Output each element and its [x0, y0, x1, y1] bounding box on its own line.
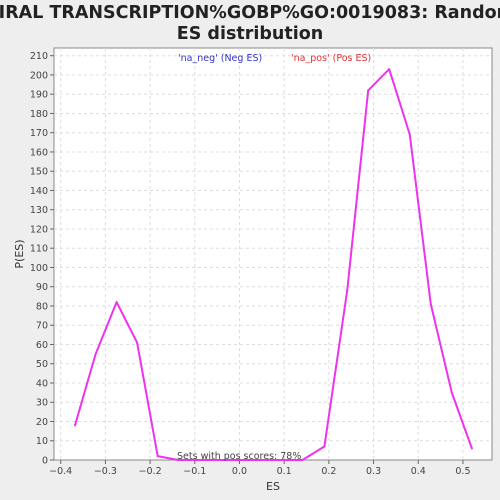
x-tick-label: 0.2: [321, 466, 336, 477]
es-point: [136, 341, 139, 344]
y-tick-label: 100: [30, 263, 48, 274]
es-point: [408, 133, 411, 136]
x-tick-label: 0.4: [411, 466, 426, 477]
x-axis-label: ES: [266, 480, 280, 493]
es-point: [156, 455, 159, 458]
y-tick-label: 30: [36, 398, 48, 409]
grid: [54, 48, 492, 460]
y-tick-label: 160: [30, 147, 48, 158]
y-tick-label: 180: [30, 109, 48, 120]
es-point: [259, 459, 262, 461]
es-point: [429, 303, 432, 306]
y-tick-label: 40: [36, 378, 48, 389]
y-tick-label: 10: [36, 436, 48, 447]
y-tick-label: 130: [30, 205, 48, 216]
es-distribution-line: [74, 68, 473, 461]
y-tick-label: 190: [30, 90, 48, 101]
chart-title-line1: VIRAL TRANSCRIPTION%GOBP%GO:0019083: Ran…: [0, 3, 500, 23]
es-point: [198, 459, 201, 461]
es-point: [388, 68, 391, 71]
x-tick-label: 0.1: [277, 466, 292, 477]
es-point: [218, 459, 221, 461]
x-tick-label: 0.5: [455, 466, 470, 477]
y-tick-label: 110: [30, 244, 48, 255]
legend-item-neg-es: 'na_neg' (Neg ES): [178, 53, 262, 64]
es-point: [280, 459, 283, 461]
x-tick-label: 0.0: [232, 466, 247, 477]
es-point: [239, 459, 242, 461]
y-tick-label: 170: [30, 128, 48, 139]
y-tick-label: 210: [30, 51, 48, 62]
x-tick-label: −0.2: [139, 466, 162, 477]
es-point: [470, 447, 473, 450]
es-point: [346, 289, 349, 292]
y-tick-label: 140: [30, 186, 48, 197]
y-tick-label: 60: [36, 340, 48, 351]
y-tick-label: 80: [36, 301, 48, 312]
pos-scores-annotation: Sets with pos scores: 78%: [177, 451, 301, 462]
y-tick-label: 150: [30, 167, 48, 178]
es-distribution-points: [74, 68, 473, 461]
y-tick-label: 70: [36, 321, 48, 332]
plot-area: [53, 47, 493, 461]
x-tick-label: −0.4: [49, 466, 72, 477]
y-tick-label: 200: [30, 70, 48, 81]
es-point: [323, 445, 326, 448]
y-tick-label: 50: [36, 359, 48, 370]
y-tick-label: 20: [36, 417, 48, 428]
es-point: [301, 459, 304, 461]
es-point: [115, 301, 118, 304]
x-tick-label: −0.3: [94, 466, 117, 477]
x-tick-label: −0.1: [183, 466, 206, 477]
y-axis-label: P(ES): [13, 239, 26, 268]
es-point: [94, 353, 97, 356]
x-tick-label: 0.3: [366, 466, 381, 477]
y-tick-label: 120: [30, 224, 48, 235]
y-tick-label: 0: [42, 456, 48, 467]
es-point: [450, 391, 453, 394]
es-point: [367, 89, 370, 92]
chart-title-line2: ES distribution: [177, 24, 323, 44]
y-tick-label: 90: [36, 282, 48, 293]
legend-item-pos-es: 'na_pos' (Pos ES): [291, 53, 371, 64]
axis-ticks: 0 10 20 30 40 50 60 70 80 90 100 110 120 130 140 150 160…: [30, 51, 471, 477]
es-point: [177, 459, 180, 461]
es-point: [74, 424, 77, 427]
